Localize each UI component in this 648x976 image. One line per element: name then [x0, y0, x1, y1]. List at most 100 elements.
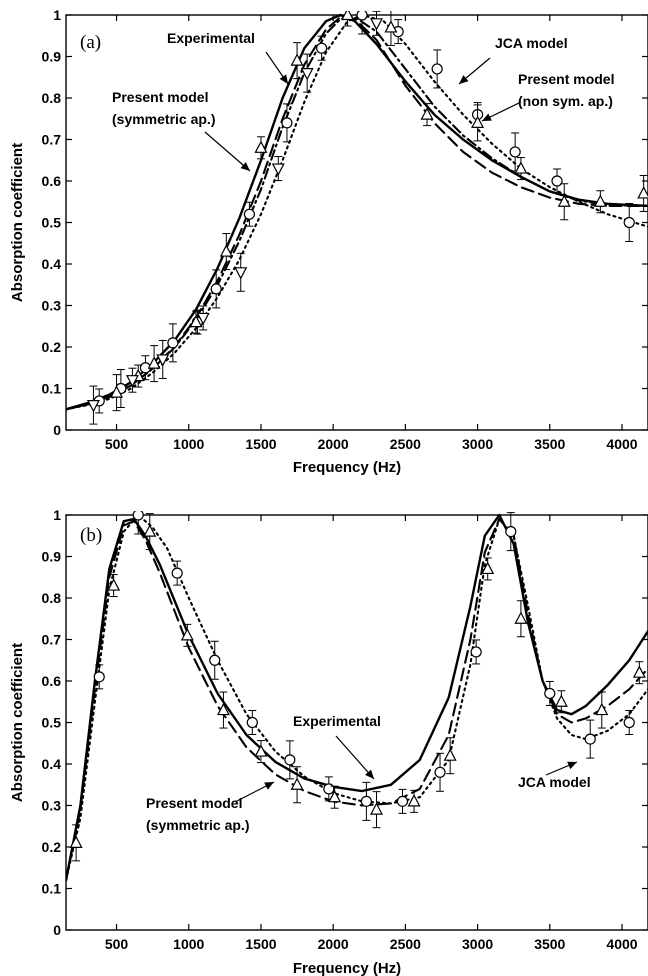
- y-tick-label: 0.6: [42, 173, 62, 189]
- x-tick-label: 2000: [318, 436, 349, 452]
- marker-triangle: [481, 561, 495, 575]
- arrow-head: [567, 761, 577, 770]
- marker-triangle: [471, 115, 485, 129]
- y-tick-label: 0.6: [42, 673, 62, 689]
- y-tick-label: 0.5: [42, 215, 62, 231]
- marker-circle: [623, 716, 635, 729]
- y-axis-label: Absorption coefficient: [9, 643, 26, 802]
- marker-circle: [284, 754, 296, 766]
- y-tick-label: 0.1: [42, 381, 62, 397]
- marker-circle: [171, 567, 183, 579]
- y-tick-label: 1: [53, 507, 61, 523]
- marker-triangle: [69, 835, 83, 848]
- x-axis-label: Frequency (Hz): [293, 960, 401, 976]
- marker-triangle: [443, 748, 457, 761]
- marker-triangle-down: [86, 400, 100, 413]
- annotation-label: Present model: [146, 795, 242, 811]
- marker-circle: [246, 716, 258, 729]
- marker-triangle: [219, 244, 233, 257]
- y-axis-label: Absorption coefficient: [9, 143, 26, 302]
- marker-circle: [167, 337, 179, 349]
- marker-circle: [431, 63, 443, 75]
- marker-triangle: [514, 611, 528, 624]
- y-tick-label: 0.3: [42, 298, 62, 314]
- x-tick-label: 1500: [245, 436, 276, 452]
- x-tick-label: 2500: [390, 436, 421, 452]
- plot-area: [66, 511, 648, 882]
- marker-circle: [360, 795, 372, 807]
- x-tick-label: 500: [105, 436, 129, 452]
- marker-triangle: [254, 140, 268, 153]
- y-tick-label: 0: [53, 922, 61, 938]
- marker-circle: [470, 646, 482, 658]
- marker-circle: [93, 671, 105, 683]
- arrow-head: [240, 162, 250, 171]
- marker-triangle: [370, 802, 383, 815]
- panel-label: (b): [80, 525, 102, 546]
- annotation-arrow: [335, 735, 375, 780]
- marker-circle: [243, 208, 256, 220]
- marker-circle: [132, 511, 144, 521]
- marker-circle: [281, 117, 293, 129]
- marker-circle: [509, 146, 521, 158]
- marker-triangle-down: [370, 18, 383, 31]
- x-tick-label: 3500: [534, 936, 565, 952]
- panel-label: (a): [80, 32, 101, 53]
- y-tick-label: 0.3: [42, 798, 62, 814]
- x-tick-label: 1000: [173, 436, 204, 452]
- annotation-label: (symmetric ap.): [146, 817, 249, 833]
- marker-circle: [210, 283, 222, 295]
- marker-triangle: [254, 744, 268, 757]
- x-tick-label: 2000: [318, 936, 349, 952]
- y-tick-label: 1: [53, 7, 61, 23]
- x-tick-label: 3000: [462, 936, 493, 952]
- marker-triangle: [384, 20, 398, 33]
- marker-circle: [396, 795, 409, 807]
- annotation-label: Present model: [112, 89, 208, 105]
- marker-triangle: [290, 777, 304, 790]
- annotation-label: Experimental: [167, 30, 255, 46]
- y-tick-label: 0.7: [42, 632, 62, 648]
- marker-circle: [505, 525, 517, 538]
- marker-triangle: [557, 194, 571, 207]
- marker-triangle: [107, 578, 121, 591]
- marker-triangle: [514, 161, 528, 174]
- y-tick-label: 0.2: [42, 339, 62, 355]
- marker-circle: [323, 783, 335, 795]
- x-tick-label: 2500: [390, 936, 421, 952]
- marker-triangle: [110, 385, 124, 398]
- arrow-head: [365, 769, 374, 779]
- marker-triangle-down: [196, 312, 210, 326]
- marker-triangle: [189, 314, 203, 328]
- marker-triangle: [632, 665, 646, 678]
- marker-triangle: [407, 794, 421, 807]
- arrow-head: [482, 113, 492, 121]
- plot-area: [66, 11, 648, 425]
- y-tick-label: 0.8: [42, 90, 62, 106]
- annotation-label: (non sym. ap.): [518, 93, 613, 109]
- marker-triangle: [554, 694, 568, 707]
- annotation-label: JCA model: [518, 774, 591, 790]
- marker-triangle-down: [234, 267, 248, 280]
- marker-circle: [316, 42, 328, 54]
- y-tick-label: 0.8: [42, 590, 62, 606]
- marker-triangle: [290, 53, 304, 66]
- x-axis-label: Frequency (Hz): [293, 459, 401, 476]
- x-tick-label: 1000: [173, 936, 204, 952]
- marker-triangle: [143, 524, 157, 537]
- x-tick-label: 3500: [534, 436, 565, 452]
- marker-triangle-down: [156, 354, 170, 367]
- marker-circle: [584, 733, 596, 745]
- marker-triangle: [593, 194, 607, 207]
- series-jca: [66, 13, 648, 411]
- arrow-head: [264, 782, 274, 790]
- marker-circle: [623, 216, 635, 229]
- marker-triangle: [341, 11, 355, 21]
- marker-circle: [434, 766, 446, 778]
- y-tick-label: 0.9: [42, 49, 62, 65]
- marker-triangle: [147, 356, 161, 369]
- marker-triangle-down: [300, 67, 314, 81]
